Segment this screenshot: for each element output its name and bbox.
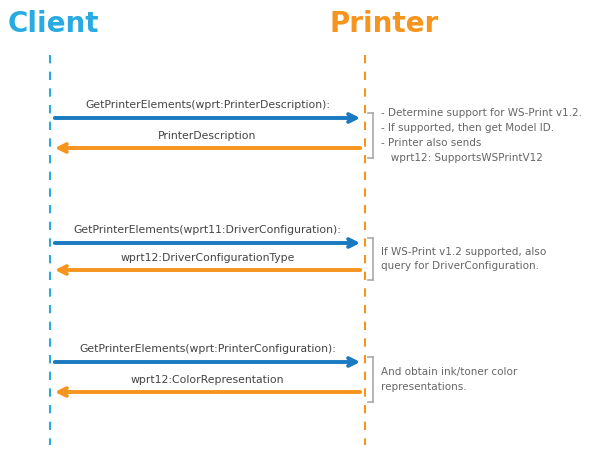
Text: - Determine support for WS-Print v1.2.
- If supported, then get Model ID.
- Prin: - Determine support for WS-Print v1.2. -… [381,108,582,163]
Text: wprt12:DriverConfigurationType: wprt12:DriverConfigurationType [120,253,295,263]
Text: GetPrinterElements(wprt:PrinterDescription):: GetPrinterElements(wprt:PrinterDescripti… [85,100,330,110]
Text: If WS-Print v1.2 supported, also
query for DriverConfiguration.: If WS-Print v1.2 supported, also query f… [381,246,546,272]
Text: And obtain ink/toner color
representations.: And obtain ink/toner color representatio… [381,367,517,392]
Text: wprt12:ColorRepresentation: wprt12:ColorRepresentation [131,375,284,385]
Text: Printer: Printer [330,10,439,38]
Text: PrinterDescription: PrinterDescription [158,131,256,141]
Text: GetPrinterElements(wprt11:DriverConfiguration):: GetPrinterElements(wprt11:DriverConfigur… [73,225,341,235]
Text: Client: Client [8,10,99,38]
Text: GetPrinterElements(wprt:PrinterConfiguration):: GetPrinterElements(wprt:PrinterConfigura… [79,344,336,354]
